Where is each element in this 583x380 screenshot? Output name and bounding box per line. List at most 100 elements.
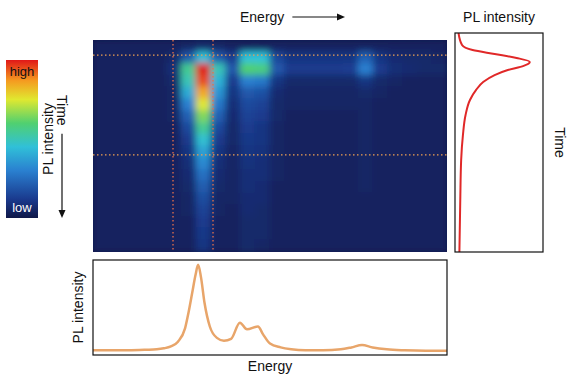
heatmap-cell [225,63,241,76]
heatmap-cell [225,181,241,194]
heatmap-cell [181,122,197,135]
heatmap-cell [255,181,271,194]
figure: EnergyTimelowhighPL intensityEnergyPL in… [0,0,583,380]
heatmap-cell [225,134,241,147]
heatmap-cell [166,98,182,111]
heatmap-cell [196,40,212,52]
heatmap-cell [107,204,123,217]
heatmap-cell [181,134,197,147]
heatmap-cell [122,157,138,170]
heatmap-cell [358,134,374,147]
y-axis-title: Time [552,127,568,158]
heatmap-cell [225,169,241,182]
heatmap-cell [225,216,241,229]
heatmap-cell [432,228,447,241]
heatmap-cell [417,204,433,217]
heatmap-cell [255,98,271,111]
heatmap-cell [343,40,359,52]
heatmap-cell [270,157,286,170]
heatmap-cell [358,146,374,159]
heatmap-cell [343,216,359,229]
heatmap-cell [240,216,256,229]
heatmap-cell [284,228,300,241]
heatmap-cell [270,169,286,182]
heatmap-cell [240,63,256,76]
heatmap-cell [314,87,330,100]
heatmap-cell [270,181,286,194]
heatmap-cell [358,110,374,123]
heatmap-cell [343,134,359,147]
heatmap-cell [373,122,389,135]
heatmap-cell [373,204,389,217]
heatmap-cell [137,63,153,76]
heatmap-cell [417,75,433,88]
heatmap-cell [152,181,168,194]
heatmap-cell [402,146,418,159]
heatmap-cell [402,110,418,123]
heatmap-cell [314,134,330,147]
heatmap-cell [255,240,271,252]
heatmap-cell [181,110,197,123]
heatmap-cell [284,51,300,64]
heatmap-cell [417,63,433,76]
heatmap-cell [107,40,123,52]
heatmap-cell [107,228,123,241]
heatmap-cell [270,240,286,252]
energy-window-line [212,40,213,252]
heatmap-cell [358,228,374,241]
heatmap-cell [402,51,418,64]
heatmap-cell [181,169,197,182]
heatmap-cell [402,122,418,135]
heatmap-cell [284,87,300,100]
heatmap-cell [225,240,241,252]
heatmap-cell [255,40,271,52]
heatmap-cell [388,228,404,241]
heatmap-cell [329,193,345,206]
heatmap-cell [402,157,418,170]
heatmap-cell [122,240,138,252]
heatmap-cell [107,51,123,64]
heatmap-cell [402,204,418,217]
heatmap-cell [388,216,404,229]
heatmap-cell [417,87,433,100]
heatmap-cell [270,134,286,147]
heatmap-cell [358,63,374,76]
heatmap-cell [402,75,418,88]
heatmap-cell [329,98,345,111]
y-axis-title: Time [54,95,70,126]
heatmap-cell [343,240,359,252]
heatmap-cell [181,228,197,241]
heatmap-cell [284,98,300,111]
heatmap-cell [270,146,286,159]
heatmap-cell [255,122,271,135]
heatmap-cell [432,75,447,88]
heatmap-cell [329,40,345,52]
heatmap-cell [225,87,241,100]
heatmap-cell [181,204,197,217]
heatmap-cell [329,51,345,64]
heatmap-cell [107,75,123,88]
heatmap-cell [152,75,168,88]
heatmap-cell [211,204,227,217]
heatmap-cell [107,63,123,76]
heatmap-cell [373,146,389,159]
heatmap-cell [388,87,404,100]
heatmap-cell [299,51,315,64]
heatmap-cell [196,193,212,206]
heatmap-cell [196,228,212,241]
heatmap-cell [122,75,138,88]
heatmap-cell [432,122,447,135]
heatmap-cell [196,240,212,252]
heatmap-cell [402,134,418,147]
heatmap-cell [107,146,123,159]
heatmap-cell [255,228,271,241]
heatmap-cell [107,216,123,229]
heatmap-cell [388,63,404,76]
heatmap-cell [432,40,447,52]
heatmap-cell [166,87,182,100]
heatmap-cell [152,193,168,206]
heatmap-cell [152,63,168,76]
heatmap-cell [284,63,300,76]
heatmap-cell [225,204,241,217]
heatmap-cell [373,87,389,100]
